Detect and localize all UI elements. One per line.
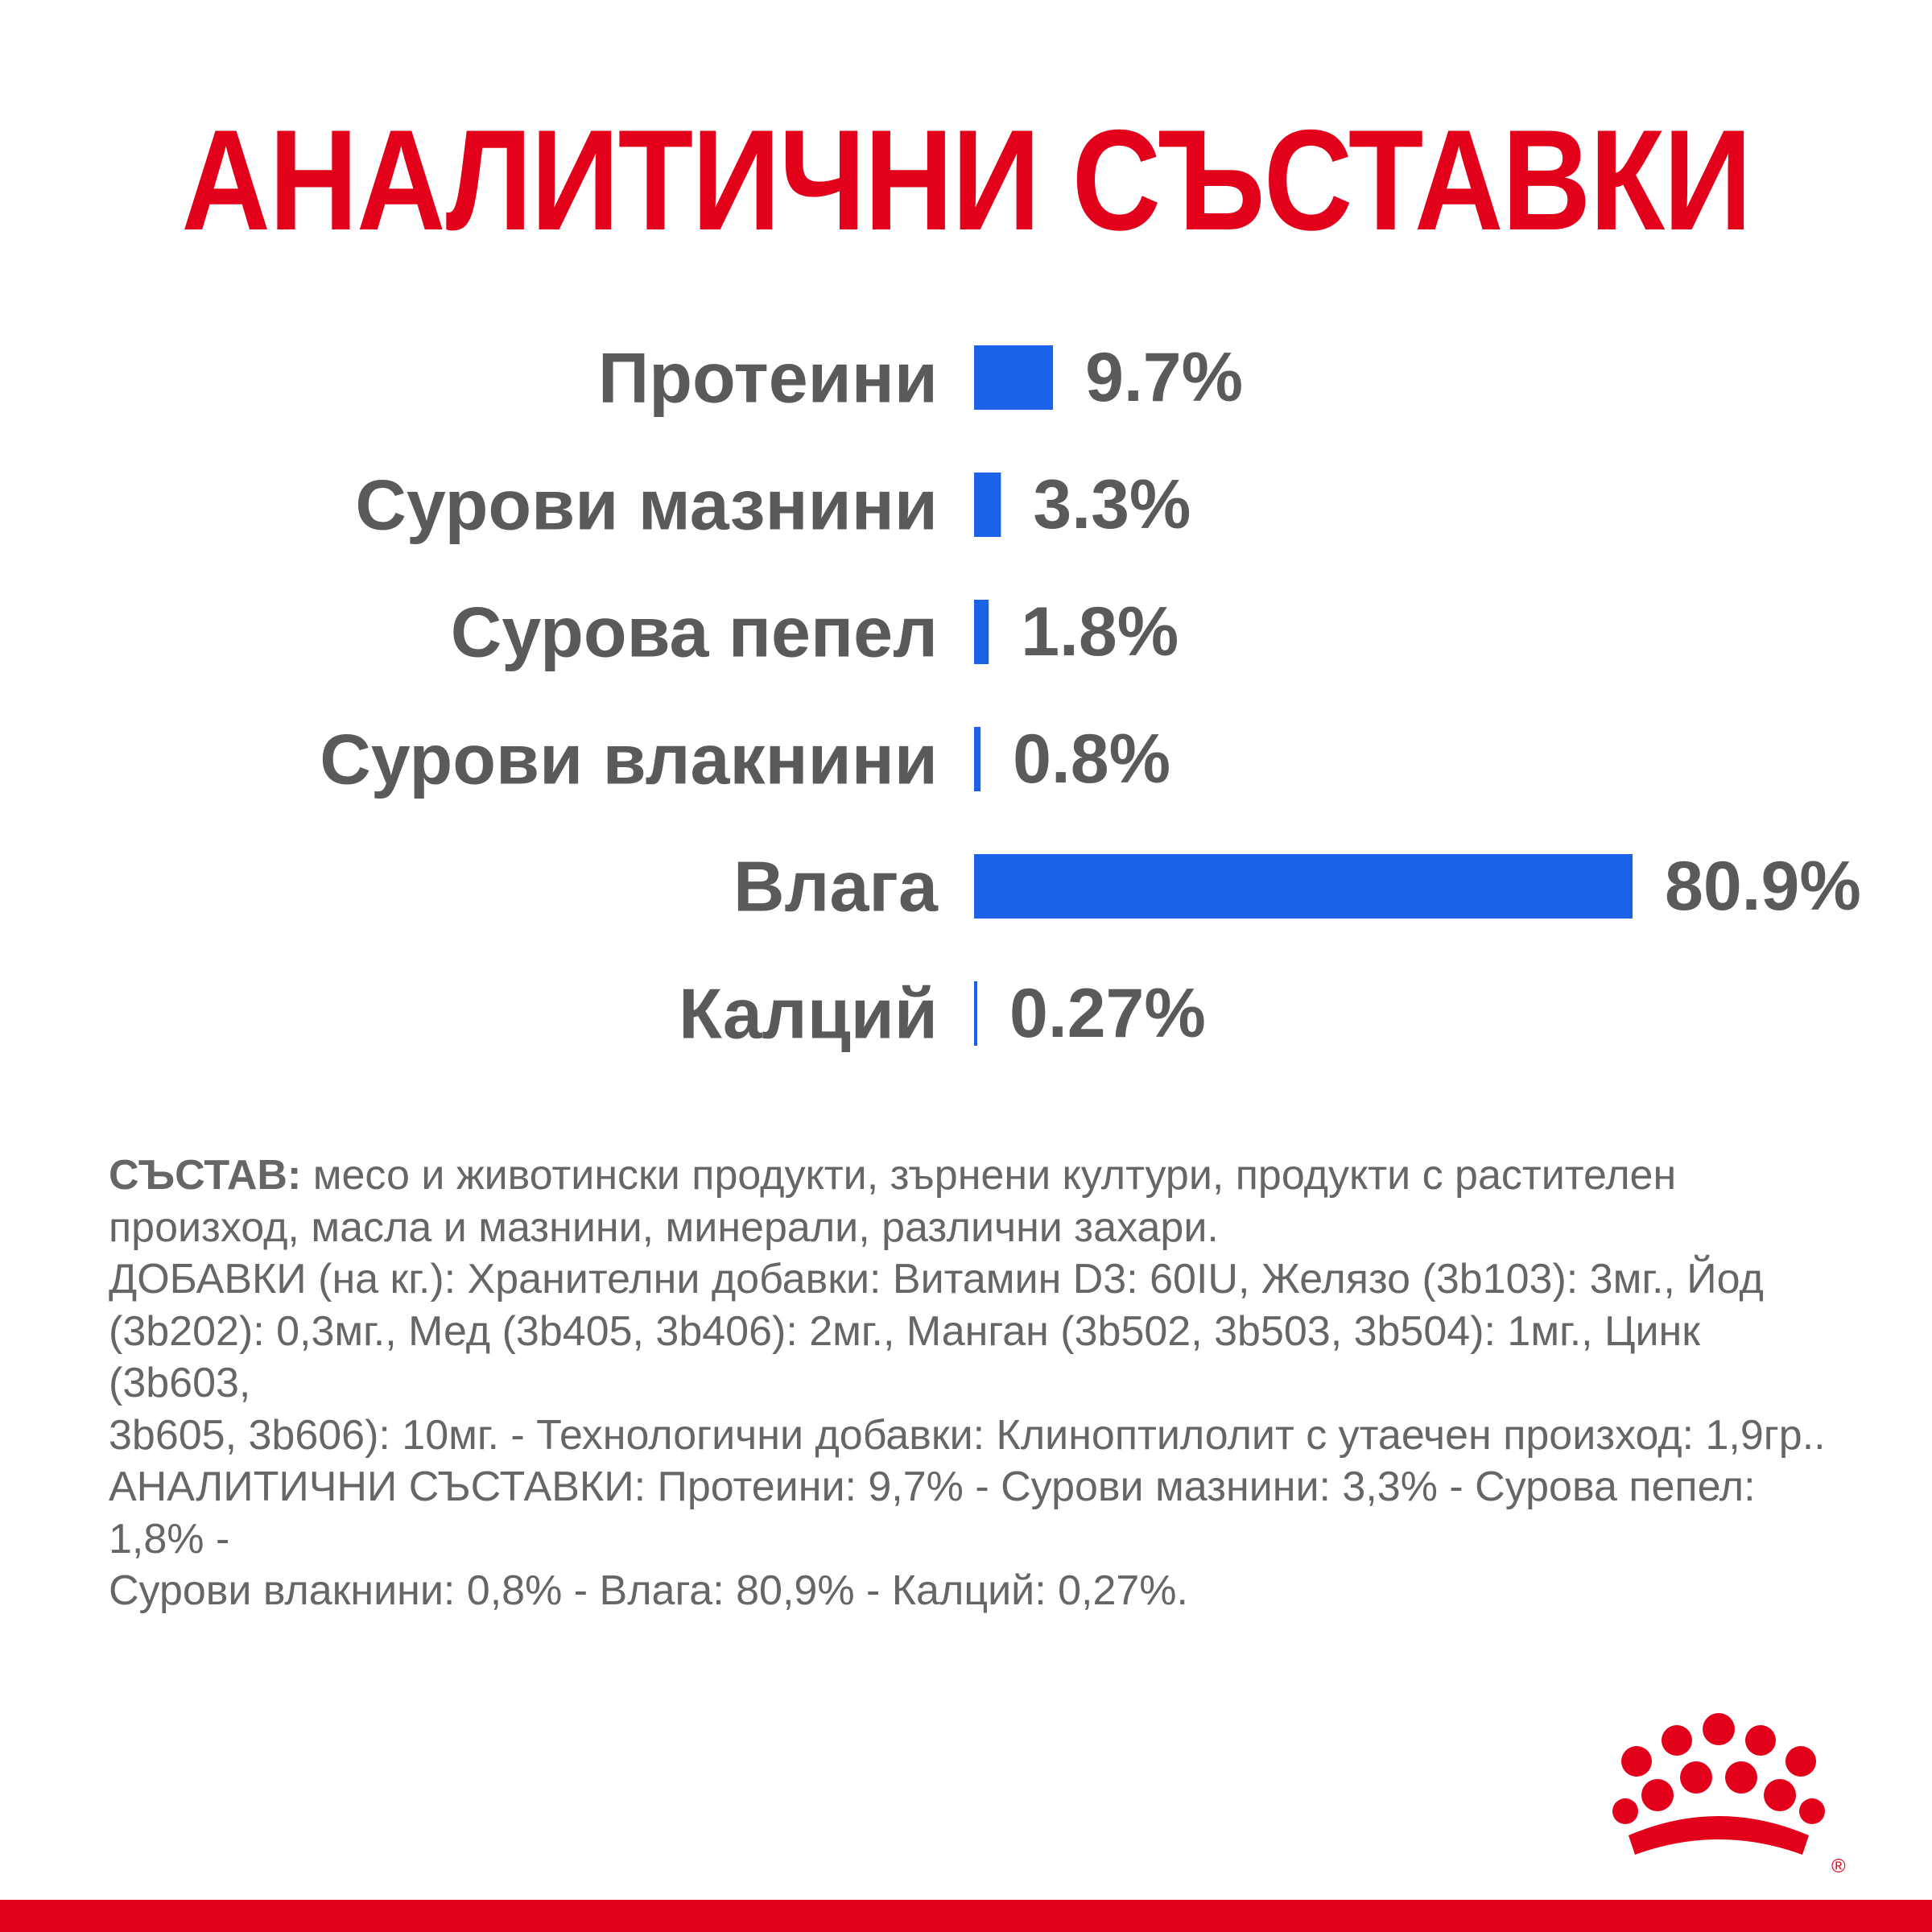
composition-line-7: Сурови влакнини: 0,8% - Влага: 80,9% - К… [109,1567,1188,1614]
chart-title: АНАЛИТИЧНИ СЪСТАВКИ [181,100,1752,260]
trademark-symbol: ® [1831,1856,1846,1876]
composition-line-1: СЪСТАВ: месо и животински продукти, зърн… [109,1150,1831,1202]
category-label: Сурови мазнини [355,465,938,545]
brand-logo: ® [1612,1713,1846,1876]
bar [974,473,1001,537]
crown-dots [1612,1713,1825,1824]
value-label: 80.9% [1665,848,1861,925]
value-label: 1.8% [1021,593,1179,671]
bar [974,345,1054,410]
value-label: 0.27% [1009,975,1206,1052]
composition-line-5: 3b605, 3b606): 10мг. - Технологични доба… [109,1411,1826,1459]
category-label: Протеини [598,338,938,418]
value-label: 9.7% [1085,339,1243,416]
composition-heading: СЪСТАВ: [109,1152,302,1199]
composition-line-2: произход, масла и мазнини, минерали, раз… [109,1203,1219,1251]
category-label: Влага [733,847,939,927]
bar [974,727,981,791]
bar [974,600,989,664]
bar [974,981,977,1046]
value-label: 0.8% [1013,720,1170,798]
bar-chart: Протеини 9.7% Сурови мазнини 3.3% Сурова пеп… [320,338,1861,1054]
composition-line-4: (3b202): 0,3мг., Мед (3b405, 3b406): 2мг… [109,1307,1701,1407]
composition-line-6: АНАЛИТИЧНИ СЪСТАВКИ: Протеини: 9,7% - Су… [109,1463,1756,1563]
value-label: 3.3% [1033,466,1191,543]
composition-text: СЪСТАВ: месо и животински продукти, зърн… [109,1150,1831,1617]
composition-line-3: ДОБАВКИ (на кг.): Хранителни добавки: Ви… [109,1256,1764,1302]
composition-line-1-text: месо и животински продукти, зърнени култ… [301,1152,1677,1199]
bar [974,854,1633,919]
category-label: Сурова пепел [451,592,938,672]
category-label: Сурови влакнини [320,720,938,799]
crown-band [1629,1816,1809,1855]
bottom-bar [0,1900,1932,1932]
category-label: Калций [679,974,938,1054]
